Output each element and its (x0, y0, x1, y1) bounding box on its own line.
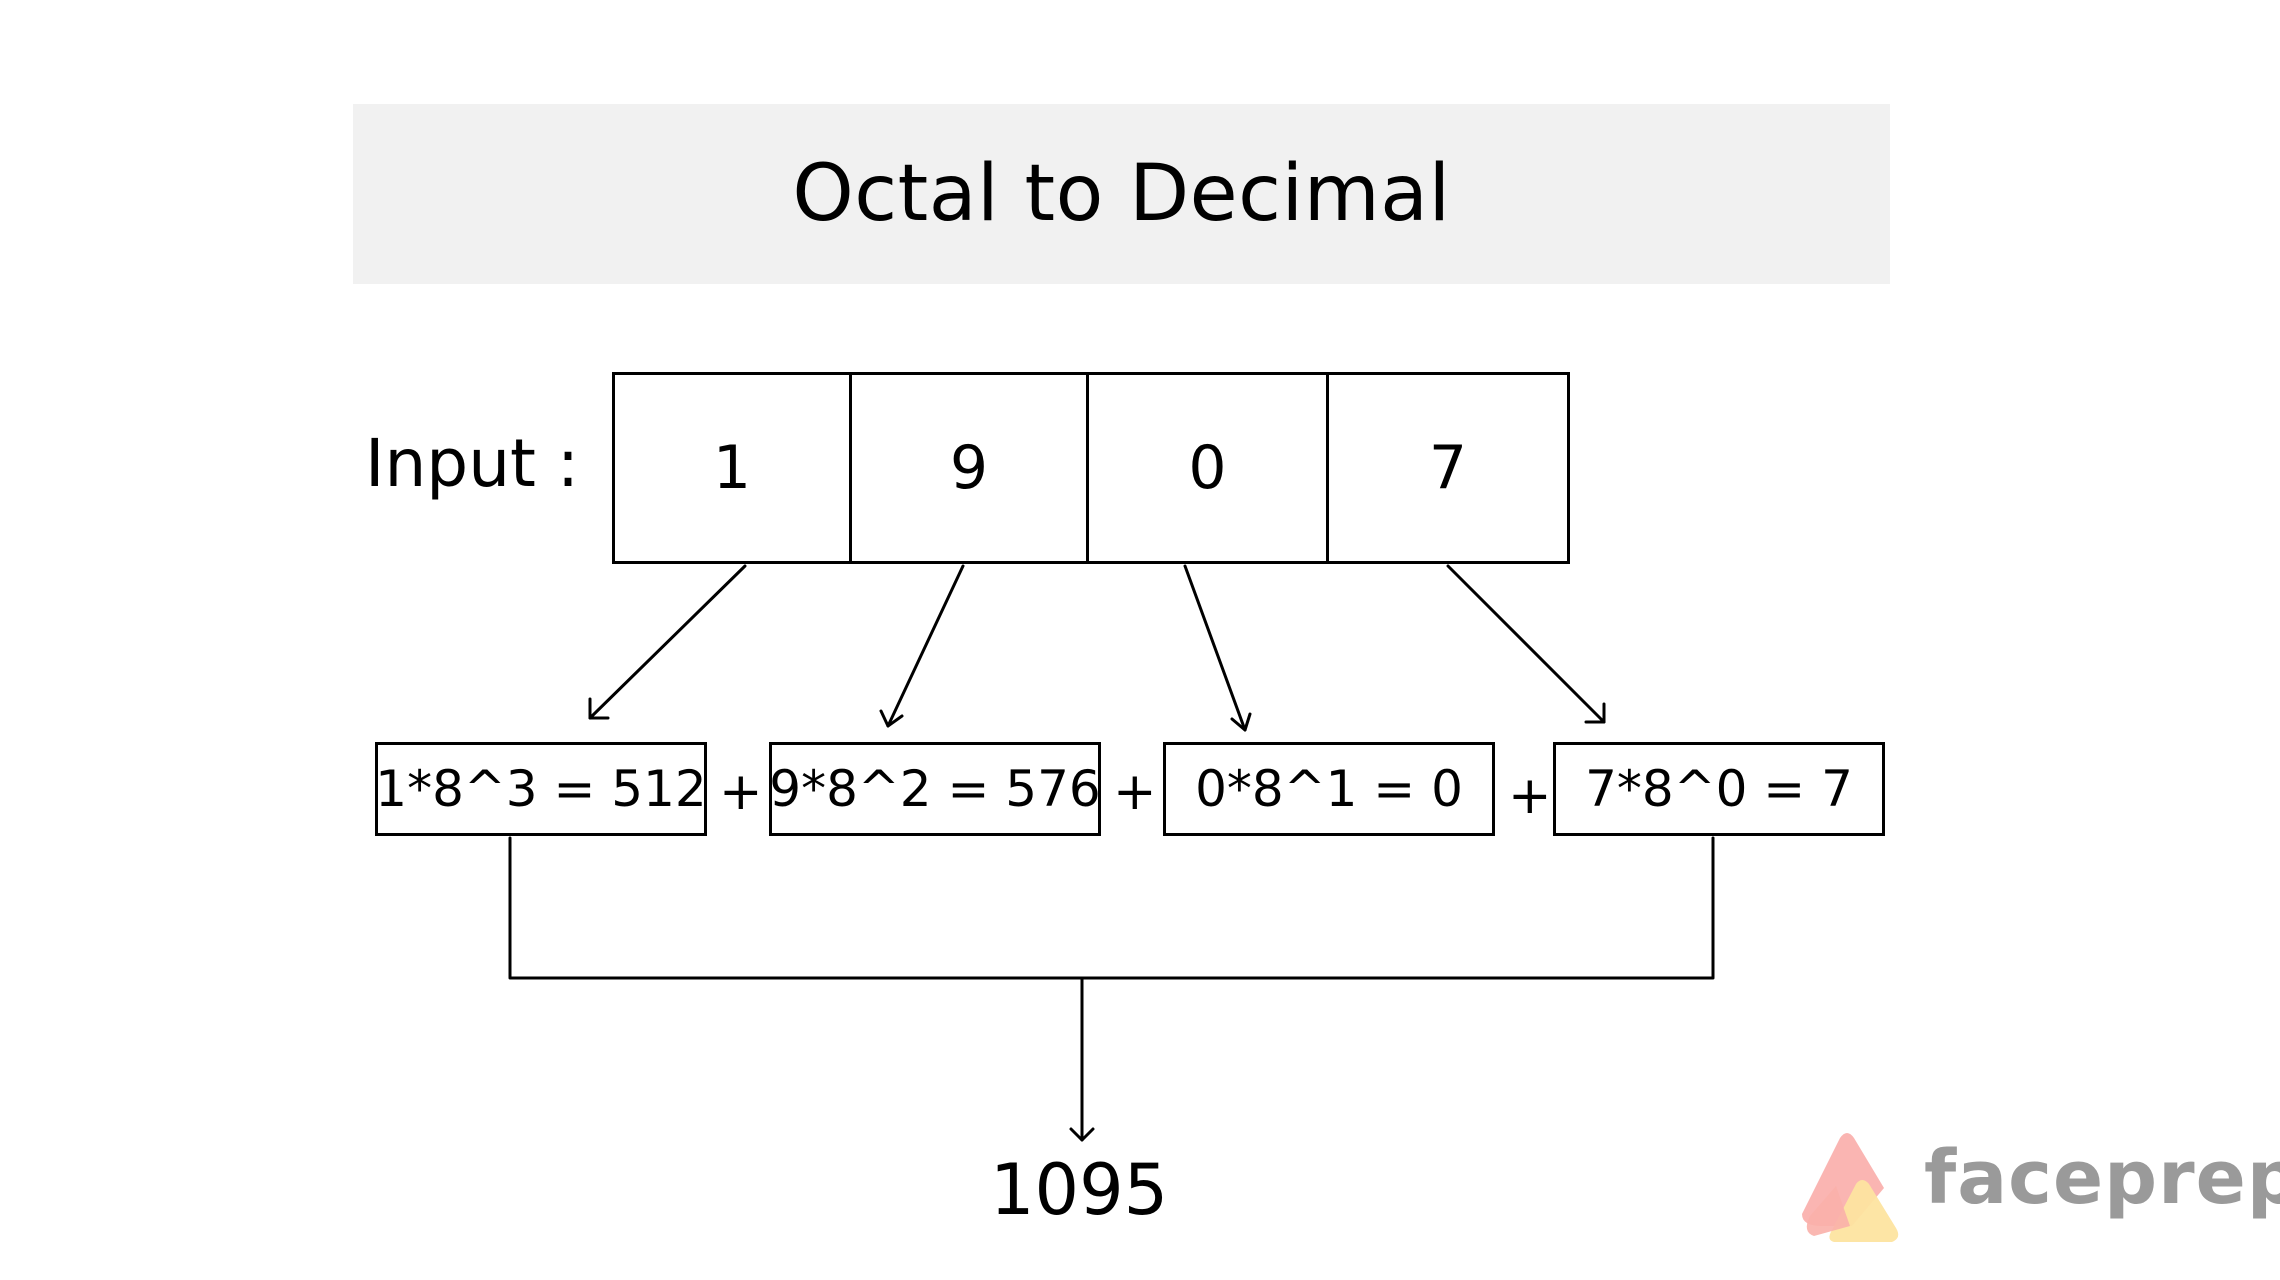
arrowhead-2 (879, 709, 904, 728)
digit-cell-4: 7 (1326, 372, 1570, 564)
plus-operator-3: + (1508, 766, 1552, 826)
brand-name: faceprep (1924, 1135, 2280, 1221)
arrow-digit-1 (588, 564, 747, 720)
title-banner: Octal to Decimal (353, 104, 1890, 284)
term-box-4: 7*8^0 = 7 (1553, 742, 1885, 836)
result-arrowhead (1069, 1127, 1095, 1142)
plus-operator-2: + (1113, 762, 1157, 822)
input-label: Input : (365, 425, 580, 502)
page-title: Octal to Decimal (792, 149, 1451, 239)
arrow-digit-4 (1446, 564, 1606, 724)
arrowhead-1 (588, 697, 610, 720)
term-box-1: 1*8^3 = 512 (375, 742, 707, 836)
arrow-digit-2 (886, 564, 965, 728)
term-box-3: 0*8^1 = 0 (1163, 742, 1495, 836)
arrowhead-3 (1230, 712, 1252, 732)
faceprep-logo-icon (1802, 1133, 1899, 1242)
result-value: 1095 (990, 1149, 1169, 1231)
arrow-digit-3 (1183, 564, 1247, 732)
term-box-2: 9*8^2 = 576 (769, 742, 1101, 836)
plus-operator-1: + (719, 762, 763, 822)
brand: faceprep (1792, 1126, 2280, 1256)
sum-bracket (508, 836, 1715, 980)
arrowhead-4 (1584, 702, 1606, 724)
